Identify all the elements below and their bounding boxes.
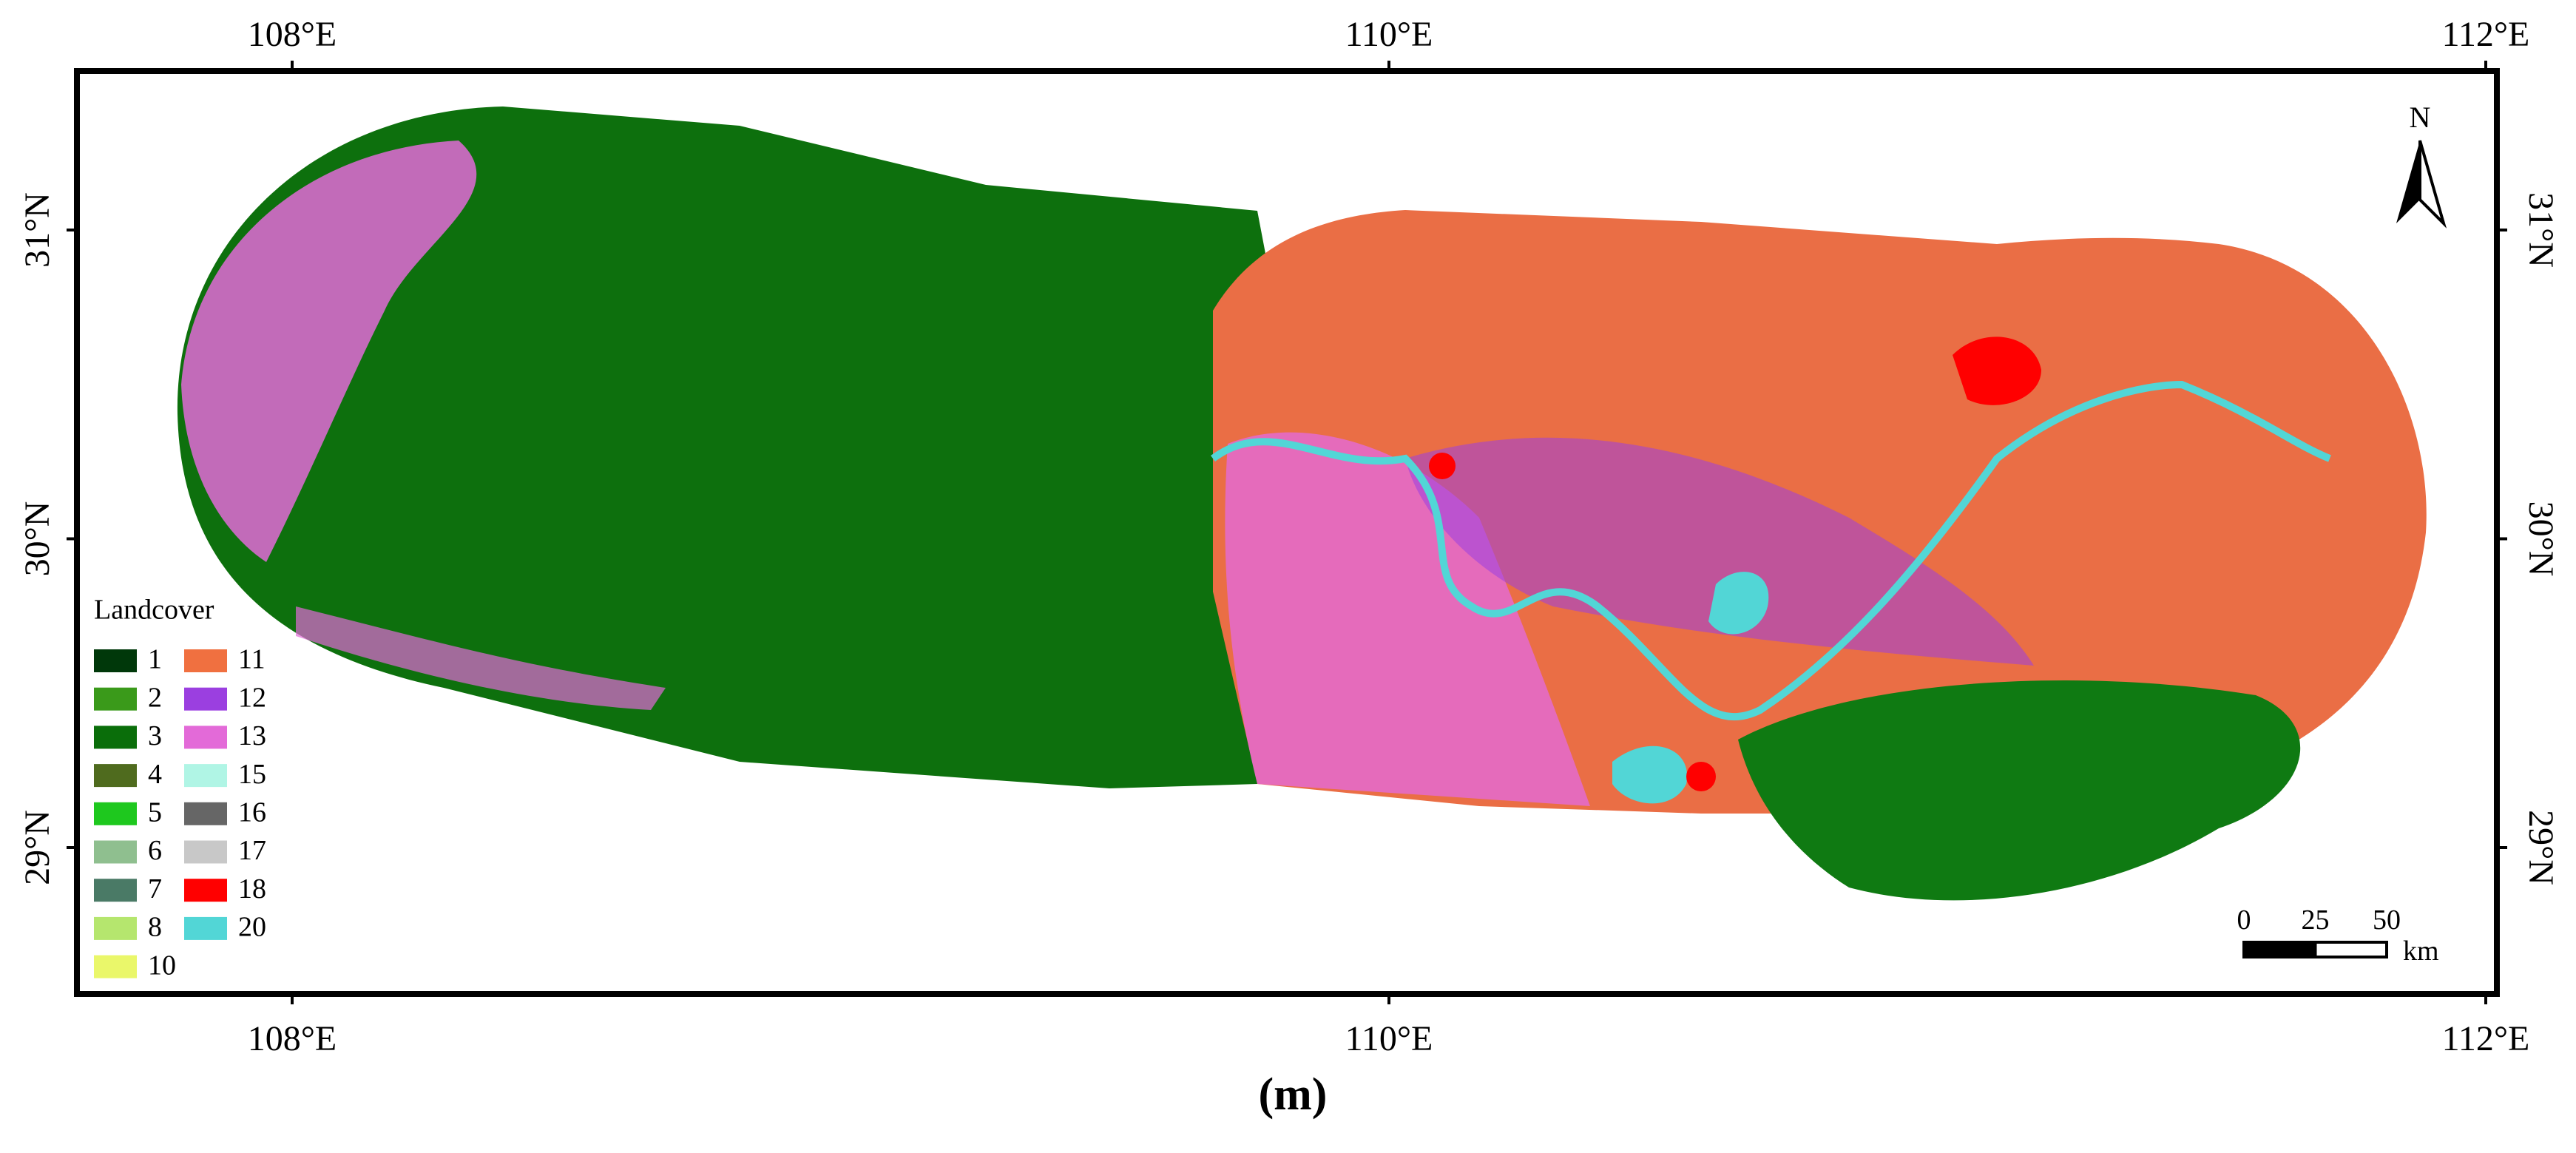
legend-label: 20 (238, 912, 266, 943)
legend-label: 12 (238, 682, 266, 713)
scale-label: 25 (2302, 905, 2330, 936)
forest-area (177, 106, 1302, 788)
legend-swatch (94, 802, 137, 825)
legend-swatch (94, 840, 137, 864)
scale-segment (2242, 941, 2317, 958)
legend-label: 7 (148, 873, 162, 905)
lon-label: 108°E (248, 1019, 337, 1058)
urban-area (1686, 762, 1716, 791)
legend-label: 16 (238, 797, 266, 828)
legend-swatch (184, 879, 227, 902)
legend-label: 1 (148, 644, 162, 675)
delta-lake (1612, 745, 1688, 804)
legend-swatch (184, 764, 227, 788)
legend-label: 10 (148, 950, 176, 981)
lat-label: 30°N (2521, 501, 2560, 577)
legend-swatch (94, 726, 137, 749)
legend-swatch (94, 649, 137, 672)
lake (1708, 572, 1769, 635)
urban-area (1953, 337, 2041, 405)
north-arrow: N (2396, 101, 2447, 229)
cropland-east (1225, 432, 1590, 806)
legend-swatch (94, 916, 137, 940)
urban-area (1429, 453, 1456, 479)
scale-label: 0 (2237, 905, 2251, 936)
legend-label: 6 (148, 835, 162, 866)
legend-label: 2 (148, 682, 162, 713)
legend-swatch (184, 802, 227, 825)
graticule-labels: 108°E108°E110°E110°E112°E112°E114°E114°E… (18, 15, 2560, 1058)
legend-title: Landcover (94, 595, 214, 626)
legend-swatch (184, 726, 227, 749)
legend-swatch (94, 955, 137, 978)
lon-label: 108°E (248, 15, 337, 54)
legend-label: 11 (238, 644, 266, 675)
lon-label: 110°E (1345, 15, 1433, 54)
scale-segment (2313, 941, 2388, 958)
legend-label: 5 (148, 797, 162, 828)
legend-label: 15 (238, 759, 266, 790)
north-arrow-right (2418, 140, 2447, 229)
lon-label: 110°E (1345, 1019, 1433, 1058)
legend-label: 3 (148, 720, 162, 751)
north-arrow-left (2396, 141, 2420, 223)
legend-label: 17 (238, 835, 266, 866)
legend-label: 8 (148, 912, 162, 943)
map-frame (74, 68, 2500, 997)
lat-label: 31°N (18, 192, 57, 268)
legend-swatch (184, 840, 227, 864)
scale-unit: km (2403, 936, 2439, 967)
forest-southeast (1738, 680, 2301, 901)
legend-swatch (94, 687, 137, 711)
cropland-west-south (296, 606, 666, 710)
legend-label: 18 (238, 873, 266, 905)
legend-swatch (94, 764, 137, 788)
legend-label: 13 (238, 720, 266, 751)
legend-swatch (184, 687, 227, 711)
caption: (m) (1259, 1069, 1328, 1120)
cropland-west (181, 141, 477, 562)
lat-label: 30°N (18, 501, 57, 577)
lat-label: 29°N (2521, 810, 2560, 885)
north-label: N (2410, 101, 2431, 134)
legend-swatch (184, 916, 227, 940)
lat-label: 29°N (18, 810, 57, 885)
scale-label: 50 (2373, 905, 2401, 936)
lat-label: 31°N (2521, 192, 2560, 268)
legend-swatch (94, 879, 137, 902)
lon-label: 112°E (2442, 15, 2530, 54)
legend-swatch (184, 649, 227, 672)
lon-label: 112°E (2442, 1019, 2530, 1058)
legend-label: 4 (148, 759, 162, 790)
river (1211, 380, 2331, 721)
landcover-raster (177, 106, 2427, 901)
